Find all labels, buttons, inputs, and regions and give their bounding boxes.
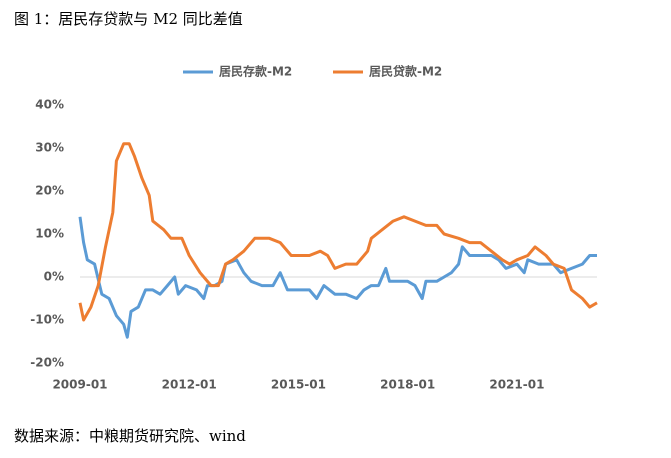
source-note: 数据来源：中粮期货研究院、wind [14, 427, 246, 445]
y-tick-label: 10% [35, 227, 64, 241]
x-tick-label: 2009-01 [52, 378, 107, 392]
y-tick-label: 0% [44, 270, 64, 284]
y-tick-label: 30% [35, 141, 64, 155]
legend-label: 居民贷款-M2 [369, 64, 442, 79]
x-tick-label: 2012-01 [162, 378, 217, 392]
y-tick-label: 20% [35, 184, 64, 198]
y-tick-label: -20% [30, 356, 64, 370]
legend-label: 居民存款-M2 [219, 64, 292, 79]
y-tick-label: 40% [35, 98, 64, 112]
series-line [78, 142, 598, 322]
chart-title: 图 1：居民存贷款与 M2 同比差值 [14, 10, 243, 28]
x-tick-label: 2018-01 [380, 378, 435, 392]
y-tick-label: -10% [30, 313, 64, 327]
x-tick-label: 2021-01 [489, 378, 544, 392]
x-tick-label: 2015-01 [271, 378, 326, 392]
series-line [78, 216, 597, 339]
